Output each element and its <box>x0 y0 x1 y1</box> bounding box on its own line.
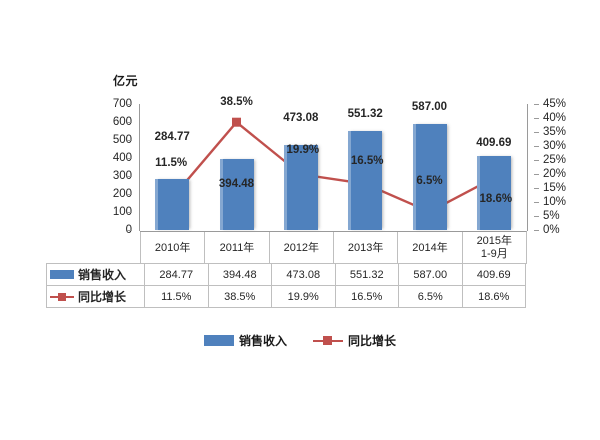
y-tickmark-left <box>127 158 132 159</box>
category-label: 2012年 <box>268 232 333 264</box>
legend-label-sales: 销售收入 <box>238 334 287 348</box>
bar <box>219 159 254 230</box>
category-axis: 2010年 2011年 2012年 2013年 2014年 2015年 1-9月 <box>140 231 527 264</box>
bar-value-label: 284.77 <box>154 131 190 143</box>
data-table: 销售收入 284.77 394.48 473.08 551.32 587.00 409.69… <box>46 263 526 308</box>
y-tickmark-right <box>534 188 539 189</box>
growth-value-label: 18.6% <box>479 193 513 205</box>
bar-value-label: 551.32 <box>347 108 383 120</box>
table-cell: 19.9% <box>271 285 336 308</box>
y-tickmark-right <box>534 132 539 133</box>
y-tickmark-right <box>534 118 539 119</box>
table-cell: 284.77 <box>144 263 209 286</box>
legend-bar-swatch-icon <box>203 335 234 346</box>
table-cell: 16.5% <box>334 285 399 308</box>
bar-value-label: 409.69 <box>476 137 512 149</box>
category-label: 2015年 1-9月 <box>461 232 526 264</box>
table-row: 销售收入 284.77 394.48 473.08 551.32 587.00 409.69 <box>46 263 526 286</box>
bar <box>476 156 511 230</box>
table-row-header: 同比增长 <box>46 285 145 308</box>
y-tickmark-right <box>534 230 539 231</box>
y-tick-left: 200 <box>112 188 132 200</box>
legend-label-growth: 同比增长 <box>348 334 397 348</box>
y-tick-right: 35% <box>543 126 567 138</box>
table-cell: 38.5% <box>207 285 272 308</box>
y-tickmark-right <box>534 216 539 217</box>
y-tickmark-left <box>127 140 132 141</box>
category-label: 2011年 <box>204 232 268 264</box>
growth-value-label: 16.5% <box>350 155 384 167</box>
y-axis-left-line <box>139 104 140 231</box>
table-row-header: 销售收入 <box>46 263 145 286</box>
growth-value-label: 19.9% <box>286 144 320 156</box>
y-tickmark-left <box>127 122 132 123</box>
legend-item-growth[interactable]: 同比增长 <box>313 332 396 349</box>
y-tick-right: 30% <box>543 140 567 152</box>
y-axis-left-ticks: 7006005004003002001000 <box>86 98 132 236</box>
table-cell: 587.00 <box>398 263 463 286</box>
legend-line-swatch-icon <box>313 335 343 346</box>
bar <box>155 178 190 231</box>
table-row: 同比增长 11.5% 38.5% 19.9% 16.5% 6.5% 18.6% <box>46 285 526 308</box>
y-axis-right-ticks: 45% 40% 35% 30% 25% 20% 15% 10% 5% 0% <box>534 98 584 236</box>
y-axis-title: 亿元 <box>113 74 139 88</box>
bar <box>348 130 383 231</box>
y-tick-left: 100 <box>112 206 132 218</box>
growth-value-label: 38.5% <box>220 96 253 108</box>
category-label: 2014年 <box>397 232 461 264</box>
bar-value-label: 473.08 <box>283 112 319 124</box>
y-tick-right: 20% <box>543 168 567 180</box>
table-cell: 473.08 <box>271 263 336 286</box>
y-tick-right: 15% <box>543 182 567 194</box>
bar <box>283 144 318 231</box>
legend-item-sales[interactable]: 销售收入 <box>203 332 287 349</box>
y-tick-left: 700 <box>112 98 132 110</box>
y-tick-right: 25% <box>543 154 567 166</box>
y-tick-left: 300 <box>112 170 132 182</box>
bar-value-label: 587.00 <box>411 101 448 113</box>
table-bar-swatch-icon <box>50 270 74 279</box>
y-tickmark-left <box>127 176 132 177</box>
growth-value-label: 11.5% <box>155 157 188 169</box>
bar-value-label: 394.48 <box>218 178 255 190</box>
y-tickmark-left <box>127 104 132 105</box>
y-tickmark-right <box>534 160 539 161</box>
table-row-header-label: 销售收入 <box>78 268 127 282</box>
y-tick-right: 5% <box>543 210 560 222</box>
table-cell: 18.6% <box>461 285 526 308</box>
table-line-swatch-icon <box>50 292 74 301</box>
table-row-header-label: 同比增长 <box>78 290 127 304</box>
y-tickmark-left <box>127 212 132 213</box>
y-tick-right: 0% <box>543 224 560 236</box>
y-tick-right: 40% <box>543 112 567 124</box>
growth-line-series <box>167 117 499 217</box>
y-tick-left: 400 <box>112 152 132 164</box>
table-cell: 409.69 <box>461 263 526 286</box>
y-tickmark-right <box>534 146 539 147</box>
y-tick-right: 45% <box>543 98 567 110</box>
table-cell: 6.5% <box>398 285 463 308</box>
y-tick-right: 10% <box>543 196 567 208</box>
y-tick-left: 500 <box>112 134 132 146</box>
y-tickmark-left <box>127 230 132 231</box>
y-tickmark-right <box>534 174 539 175</box>
chart-legend: 销售收入 同比增长 <box>0 332 600 349</box>
plot-area <box>140 104 526 231</box>
table-cell: 551.32 <box>334 263 399 286</box>
table-cell: 394.48 <box>207 263 272 286</box>
y-tickmark-left <box>127 194 132 195</box>
category-label: 2010年 <box>140 232 204 264</box>
growth-value-label: 6.5% <box>416 175 443 187</box>
bar <box>412 124 447 230</box>
y-tickmark-right <box>534 202 539 203</box>
y-axis-right-line <box>527 104 528 231</box>
line-marker <box>232 117 241 127</box>
table-cell: 11.5% <box>144 285 209 308</box>
category-label: 2013年 <box>332 232 397 264</box>
y-tickmark-right <box>534 104 539 105</box>
y-tick-left: 600 <box>112 116 132 128</box>
